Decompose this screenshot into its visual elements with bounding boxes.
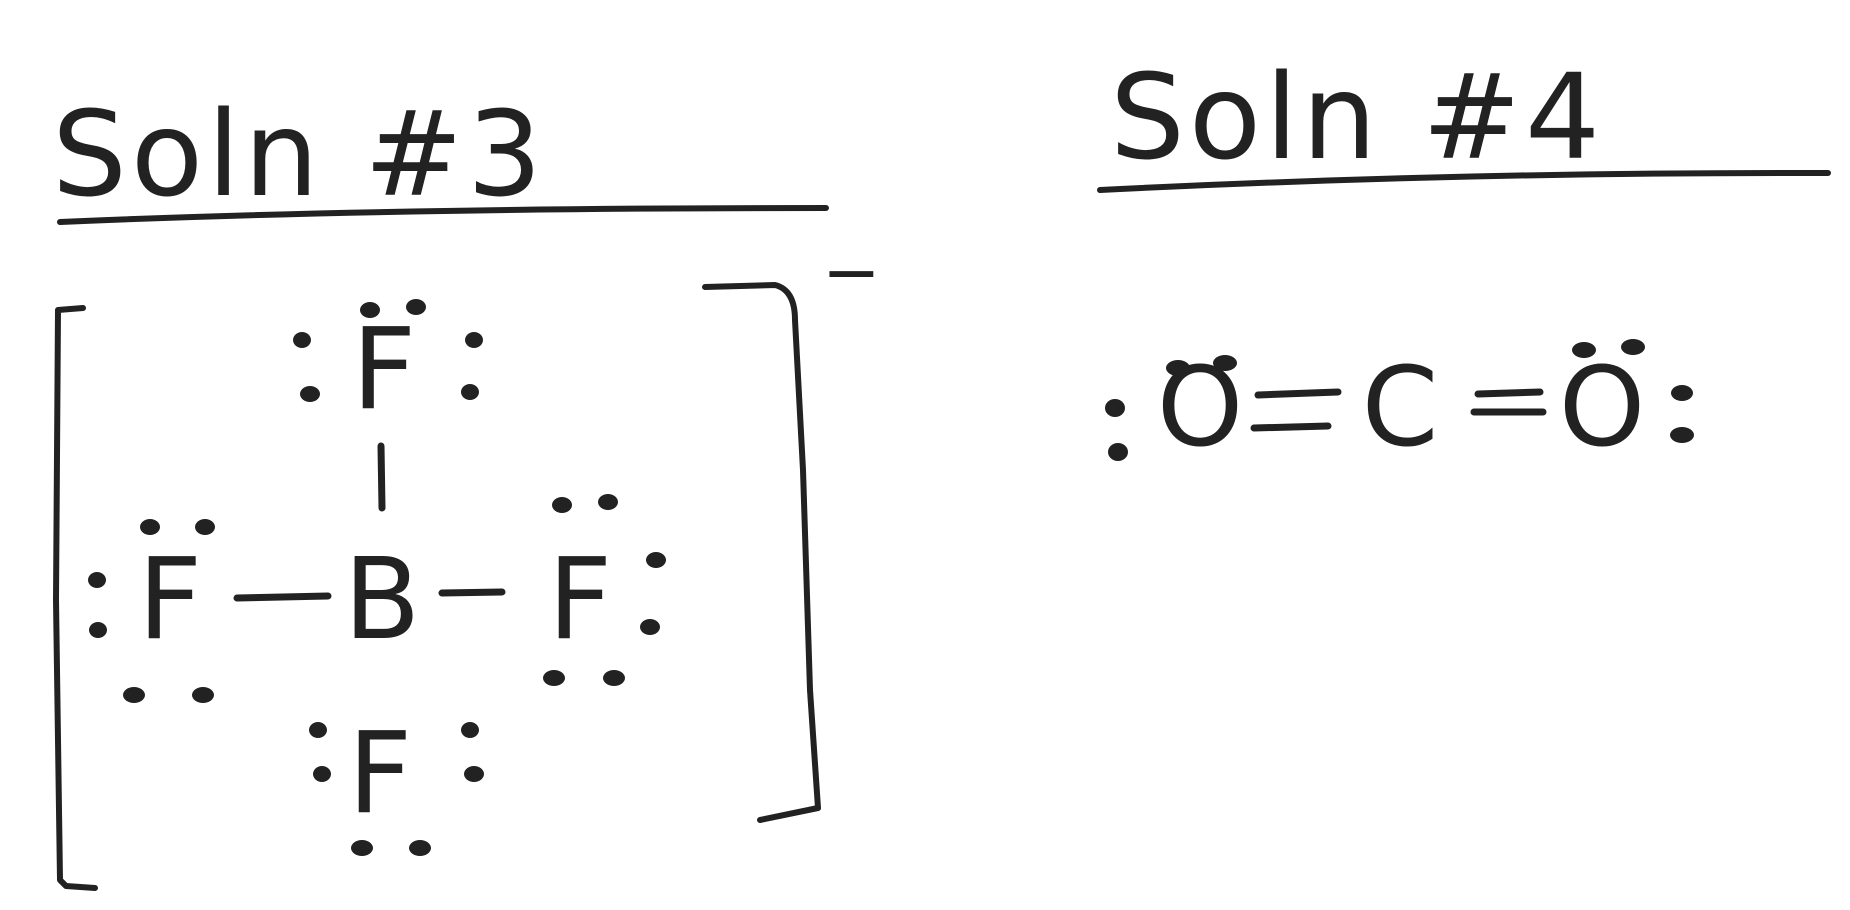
- atom-center-carbon: C: [1362, 343, 1439, 471]
- solution-3-heading: Soln #3: [52, 85, 546, 223]
- solution-4-heading: Soln #4: [1110, 48, 1604, 186]
- lone-pairs-bottom-fluorine: [309, 722, 484, 856]
- lone-pairs-right-oxygen: [1572, 339, 1694, 443]
- bond-b-top: [377, 442, 386, 512]
- atom-right-oxygen: O: [1559, 343, 1646, 471]
- solution-3-underline: [57, 205, 829, 225]
- lone-pairs-right-fluorine: [543, 494, 666, 686]
- bond-b-right: [438, 588, 506, 597]
- solution-3: Soln #3 − F F B F F: [52, 85, 881, 891]
- double-bond-left: [1250, 388, 1342, 432]
- double-bond-right: [1470, 388, 1547, 416]
- charge-label: −: [822, 231, 881, 313]
- atom-top-fluorine: F: [352, 305, 416, 435]
- solution-4: Soln #4 O C O: [1097, 48, 1831, 471]
- solution-4-underline: [1097, 169, 1831, 193]
- atom-left-fluorine: F: [138, 535, 202, 665]
- lone-pairs-left-oxygen: [1105, 355, 1237, 461]
- atom-right-fluorine: F: [548, 535, 612, 665]
- right-bracket: [702, 282, 821, 823]
- atom-center-boron: B: [344, 535, 421, 665]
- bond-b-left: [233, 592, 332, 602]
- left-bracket: [53, 305, 98, 891]
- lone-pairs-left-fluorine: [88, 519, 215, 703]
- atom-bottom-fluorine: F: [348, 709, 412, 839]
- lone-pairs-top-fluorine: [293, 299, 483, 402]
